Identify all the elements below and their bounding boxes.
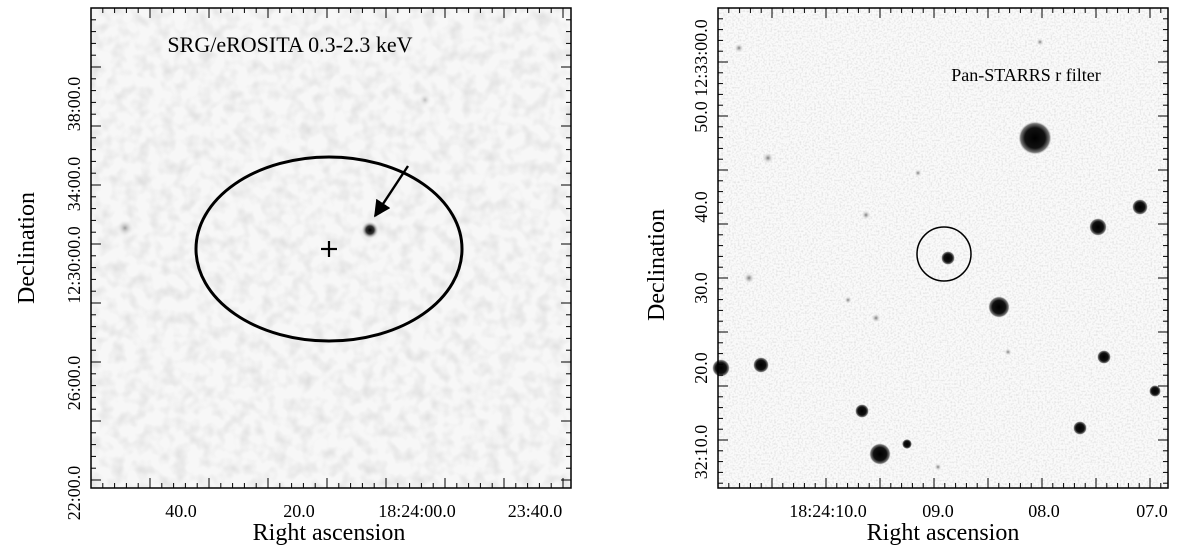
right-y-tick-label: 32:10.0: [691, 425, 711, 480]
error-ellipse: [194, 155, 464, 343]
right-panel-title: Pan-STARRS r filter: [951, 65, 1101, 85]
right-x-tick-label: 07.0: [1136, 501, 1168, 521]
faint-star: [871, 313, 881, 323]
star: [855, 404, 869, 418]
faint-xray-blob: [418, 93, 432, 107]
target-circle: [916, 226, 972, 282]
right-y-tick-label: 30.0: [691, 272, 711, 304]
right-x-tick-label: 09.0: [922, 501, 954, 521]
star: [1073, 421, 1087, 435]
right-y-tick-label: 20.0: [691, 352, 711, 384]
right-tick-marks: [718, 8, 1168, 488]
star: [712, 359, 730, 377]
faint-xray-blob: [116, 219, 134, 237]
left-x-tick-label: 20.0: [283, 501, 315, 521]
star: [1097, 350, 1111, 364]
star: [869, 443, 891, 465]
right-y-tick-label: 50.0 12:33:00.0: [691, 19, 711, 133]
faint-star: [1004, 348, 1012, 356]
bright-star: [1018, 121, 1052, 155]
pointer-arrow: [373, 165, 410, 218]
faint-star: [743, 272, 755, 284]
faint-star: [934, 463, 942, 471]
left-y-tick-label: 26:00.0: [64, 356, 84, 411]
left-y-tick-label: 34:00.0: [64, 157, 84, 212]
left-x-tick-label: 23:40.0: [508, 501, 563, 521]
star: [1089, 218, 1107, 236]
faint-star: [914, 169, 922, 177]
star: [988, 296, 1010, 318]
left-y-axis-label: Declination: [14, 192, 40, 304]
star: [1132, 199, 1148, 215]
star: [1149, 385, 1161, 397]
faint-star: [734, 43, 744, 53]
left-y-tick-label: 22:00.0: [64, 466, 84, 521]
faint-star: [844, 296, 852, 304]
left-y-tick-label: 38:00.0: [64, 77, 84, 132]
left-x-axis-label: Right ascension: [253, 520, 406, 546]
left-tick-marks: [91, 8, 571, 488]
right-image-noise: [718, 8, 1168, 488]
left-x-tick-label: 40.0: [165, 501, 197, 521]
faint-star: [762, 152, 774, 164]
center-cross: [321, 241, 337, 257]
faint-star: [861, 210, 871, 220]
star: [753, 357, 769, 373]
star-field: [712, 38, 1161, 471]
right-frame: [717, 7, 1169, 489]
right-y-axis-label: Declination: [644, 209, 670, 321]
right-y-tick-label: 40.0: [691, 191, 711, 223]
left-y-tick-label: 12:30:00.0: [64, 226, 84, 304]
right-x-axis-label: Right ascension: [867, 520, 1020, 546]
faint-star: [1036, 38, 1044, 46]
left-frame: [90, 7, 572, 489]
left-panel-title: SRG/eROSITA 0.3-2.3 keV: [167, 32, 412, 57]
star: [902, 439, 912, 449]
left-x-tick-label: 18:24:00.0: [378, 501, 456, 521]
right-panel: Pan-STARRS r filter 18:24:10.0 09.0 08.0…: [644, 7, 1169, 546]
right-x-tick-label: 18:24:10.0: [789, 501, 867, 521]
target-star: [941, 251, 955, 265]
xray-source: [361, 221, 379, 239]
right-x-tick-label: 08.0: [1028, 501, 1060, 521]
left-panel: SRG/eROSITA 0.3-2.3 keV 40.0 20.0 18:24:…: [14, 7, 572, 546]
